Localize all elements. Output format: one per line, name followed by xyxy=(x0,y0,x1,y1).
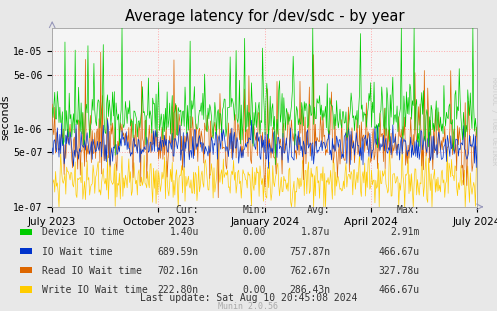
Text: 466.67u: 466.67u xyxy=(379,285,420,295)
Text: IO Wait time: IO Wait time xyxy=(42,247,113,257)
Text: Min:: Min: xyxy=(243,205,266,215)
Text: Avg:: Avg: xyxy=(307,205,331,215)
Text: 1.87u: 1.87u xyxy=(301,227,331,237)
Text: 757.87n: 757.87n xyxy=(289,247,331,257)
Text: 762.67n: 762.67n xyxy=(289,266,331,276)
Text: 222.80n: 222.80n xyxy=(158,285,199,295)
Text: 286.43n: 286.43n xyxy=(289,285,331,295)
Text: Cur:: Cur: xyxy=(175,205,199,215)
Text: Munin 2.0.56: Munin 2.0.56 xyxy=(219,301,278,310)
Text: 466.67u: 466.67u xyxy=(379,247,420,257)
Text: Read IO Wait time: Read IO Wait time xyxy=(42,266,142,276)
Text: 0.00: 0.00 xyxy=(243,266,266,276)
Text: 0.00: 0.00 xyxy=(243,227,266,237)
Text: Device IO time: Device IO time xyxy=(42,227,124,237)
Text: RRDTOOL / TOBI OETIKER: RRDTOOL / TOBI OETIKER xyxy=(491,77,497,165)
Text: 0.00: 0.00 xyxy=(243,285,266,295)
Y-axis label: seconds: seconds xyxy=(0,95,10,140)
Text: Write IO Wait time: Write IO Wait time xyxy=(42,285,148,295)
Text: Max:: Max: xyxy=(397,205,420,215)
Title: Average latency for /dev/sdc - by year: Average latency for /dev/sdc - by year xyxy=(125,9,405,24)
Text: 702.16n: 702.16n xyxy=(158,266,199,276)
Text: 2.91m: 2.91m xyxy=(391,227,420,237)
Text: 0.00: 0.00 xyxy=(243,247,266,257)
Text: Last update: Sat Aug 10 20:45:08 2024: Last update: Sat Aug 10 20:45:08 2024 xyxy=(140,293,357,303)
Text: 327.78u: 327.78u xyxy=(379,266,420,276)
Text: 1.40u: 1.40u xyxy=(169,227,199,237)
Text: 689.59n: 689.59n xyxy=(158,247,199,257)
